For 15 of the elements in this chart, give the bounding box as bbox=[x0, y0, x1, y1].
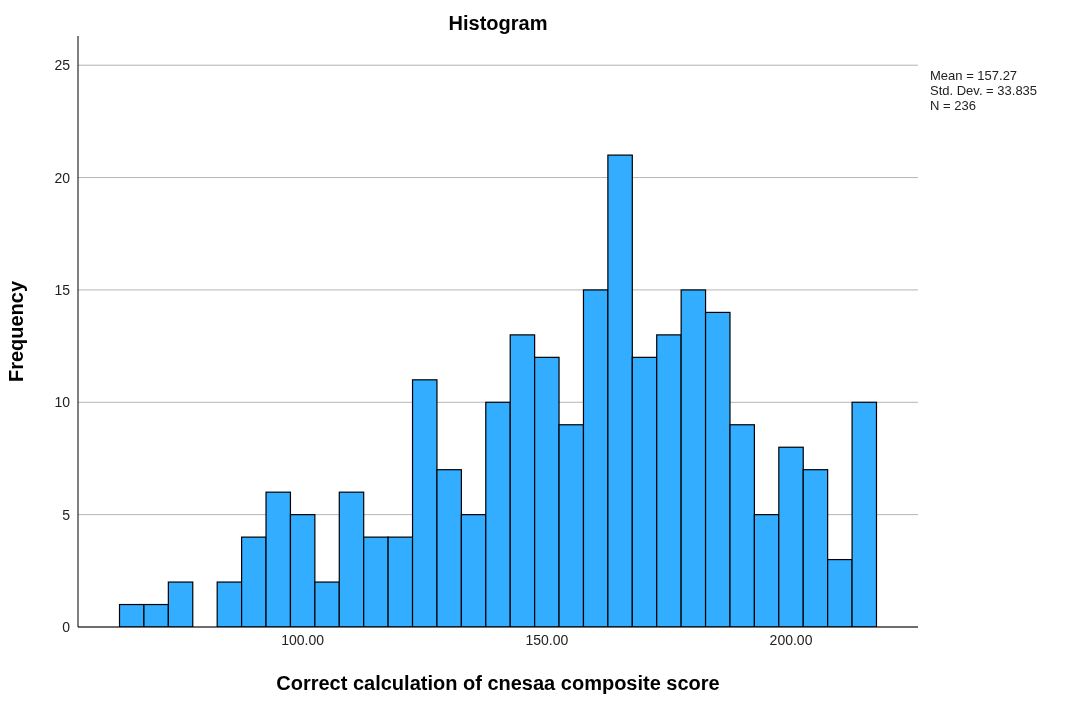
y-tick-label: 25 bbox=[54, 57, 71, 74]
y-tick-label: 15 bbox=[54, 281, 71, 298]
y-tick-label: 10 bbox=[54, 394, 71, 411]
y-tick-label: 5 bbox=[62, 506, 71, 523]
x-tick-label: 200.00 bbox=[769, 631, 813, 648]
x-tick-label: 100.00 bbox=[281, 631, 325, 648]
y-tick-label: 0 bbox=[62, 618, 71, 635]
text: Std. Dev. = 33.835 bbox=[930, 83, 1038, 98]
text: N = 236 bbox=[930, 98, 977, 113]
x-tick-label: 150.00 bbox=[525, 631, 569, 648]
y-axis-title: Frequency bbox=[5, 280, 28, 383]
x-axis-title: Correct calculation of cnesaa composite score bbox=[276, 672, 720, 694]
text: Mean = 157.27 bbox=[930, 68, 1019, 83]
chart-title: Histogram bbox=[447, 12, 549, 35]
y-tick-label: 20 bbox=[54, 169, 71, 186]
